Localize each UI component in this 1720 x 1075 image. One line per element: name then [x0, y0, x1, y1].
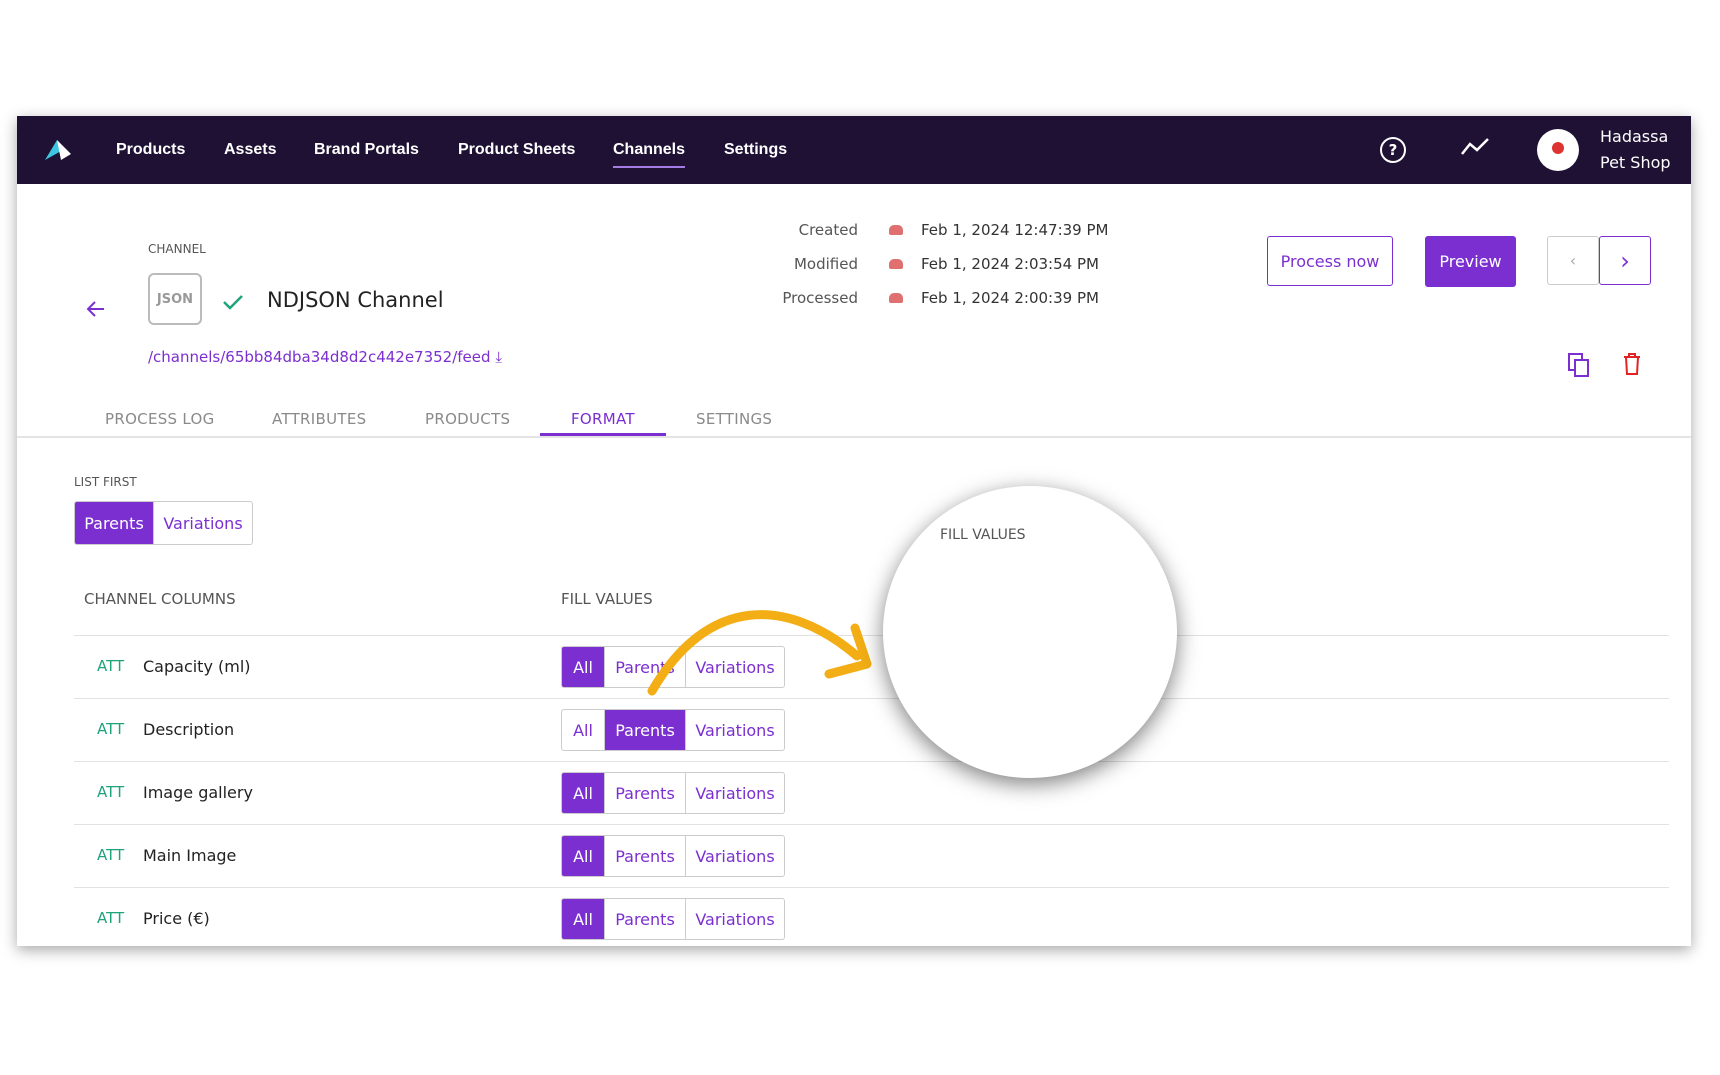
segment-option[interactable]: Variations [153, 502, 252, 544]
segment-option[interactable]: All [562, 836, 604, 876]
column-name: Image gallery [143, 783, 253, 802]
nav-item[interactable]: Channels [613, 141, 686, 158]
nav-item[interactable]: Products [116, 141, 186, 158]
row-divider [74, 698, 1669, 699]
date-value: Feb 1, 2024 2:00:39 PM [921, 289, 1099, 307]
nav-item[interactable]: Brand Portals [314, 141, 419, 158]
user-icon [889, 259, 903, 269]
column-name: Capacity (ml) [143, 657, 251, 676]
app-window: Products Assets Brand Portals Product Sheet… [17, 116, 1691, 946]
copy-icon[interactable] [1567, 352, 1591, 378]
file-icon: JSON [148, 273, 202, 325]
feed-link[interactable]: /channels/65bb84dba34d8d2c442e7352/feed … [148, 348, 502, 366]
segment-option[interactable]: Variations [685, 647, 784, 687]
fill-toggle: All Parents Variations [561, 709, 785, 751]
nav-item[interactable]: Settings [724, 141, 788, 158]
att-tag: ATT [97, 909, 125, 927]
att-tag: ATT [97, 783, 125, 801]
user-icon [889, 293, 903, 303]
att-tag: ATT [97, 846, 125, 864]
segment-option[interactable]: Parents [604, 836, 685, 876]
tab[interactable]: ATTRIBUTES [272, 410, 367, 428]
svg-text:?: ? [1389, 141, 1398, 159]
nav-item[interactable]: Product Sheets [458, 141, 576, 158]
column-name: Main Image [143, 846, 237, 865]
tab-rule [17, 436, 1691, 438]
list-first-label: LIST FIRST [74, 475, 137, 489]
segment-option[interactable]: Parents [604, 899, 685, 939]
process-button[interactable]: Process now [1267, 236, 1393, 286]
magnifier: FILL VALUES AllParentsVariationsAllParen… [883, 486, 1177, 778]
date-value: Feb 1, 2024 2:03:54 PM [921, 255, 1099, 273]
tab[interactable]: FORMAT [571, 410, 635, 428]
magnifier-header: FILL VALUES [940, 527, 1026, 543]
list-first-toggle: Parents Variations [74, 501, 253, 545]
column-name: Description [143, 720, 235, 739]
avatar-logo [1552, 142, 1564, 154]
nav-bar: Products Assets Brand Portals Product Sheet… [17, 116, 1691, 184]
tab[interactable]: PROCESS LOG [105, 410, 215, 428]
nav-underline [613, 166, 685, 168]
date-label: Processed [782, 289, 858, 307]
segment-option[interactable]: All [562, 773, 604, 813]
user-name: Hadassa Pet Shop [1600, 124, 1671, 176]
prev-button[interactable]: ‹ [1547, 236, 1599, 285]
att-tag: ATT [97, 657, 125, 675]
nav-item[interactable]: Assets [224, 141, 277, 158]
segment-option[interactable]: Variations [685, 710, 784, 750]
check-icon [223, 295, 243, 310]
column-header: CHANNEL COLUMNS [84, 590, 236, 608]
segment-option[interactable]: All [562, 647, 604, 687]
channel-title: NDJSON Channel [267, 288, 444, 312]
next-button[interactable]: › [1599, 236, 1651, 285]
tab[interactable]: PRODUCTS [425, 410, 511, 428]
segment-option[interactable]: Parents [75, 502, 153, 544]
preview-button[interactable]: Preview [1425, 236, 1516, 287]
segment-option[interactable]: Variations [685, 899, 784, 939]
column-header: FILL VALUES [561, 590, 653, 608]
segment-option[interactable]: Parents [604, 773, 685, 813]
feed-link-text: /channels/65bb84dba34d8d2c442e7352/feed [148, 348, 491, 366]
user-icon [889, 225, 903, 235]
back-arrow[interactable] [85, 298, 107, 320]
segment-option[interactable]: All [562, 899, 604, 939]
row-divider [74, 887, 1669, 888]
help-icon[interactable]: ? [1379, 136, 1407, 164]
row-divider [74, 824, 1669, 825]
activity-icon[interactable] [1460, 136, 1490, 160]
fill-toggle: All Parents Variations [561, 835, 785, 877]
pointer-arrow [647, 610, 872, 696]
row-divider [74, 761, 1669, 762]
avatar[interactable] [1537, 129, 1579, 171]
user-line: Hadassa [1600, 127, 1669, 146]
row-divider [74, 635, 1669, 636]
segment-option[interactable]: All [573, 720, 593, 740]
date-label: Created [798, 221, 858, 239]
column-name: Price (€) [143, 909, 210, 928]
tab[interactable]: SETTINGS [696, 410, 773, 428]
att-tag: ATT [97, 720, 125, 738]
segment-option[interactable]: Parents [604, 710, 685, 750]
segment-option[interactable]: Variations [685, 836, 784, 876]
date-value: Feb 1, 2024 12:47:39 PM [921, 221, 1109, 239]
eyebrow: CHANNEL [148, 242, 206, 256]
logo [45, 140, 71, 160]
delete-icon[interactable] [1622, 352, 1642, 376]
date-label: Modified [793, 255, 858, 273]
fill-toggle: All Parents Variations [561, 898, 785, 940]
tab-underline [540, 433, 666, 436]
fill-toggle: All Parents Variations [561, 772, 785, 814]
user-line: Pet Shop [1600, 153, 1671, 172]
segment-option[interactable]: Variations [685, 773, 784, 813]
